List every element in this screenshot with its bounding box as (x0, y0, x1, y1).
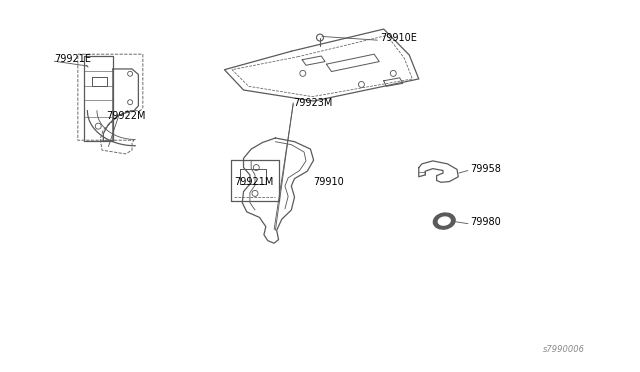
Text: 79921M: 79921M (234, 177, 273, 187)
Text: 79922M: 79922M (106, 111, 146, 121)
Text: 79921E: 79921E (54, 54, 92, 64)
Ellipse shape (433, 213, 455, 229)
Text: s7990006: s7990006 (543, 345, 585, 354)
Text: 79923M: 79923M (293, 98, 333, 108)
Text: 79980: 79980 (470, 217, 501, 227)
Text: 79910: 79910 (314, 177, 344, 187)
Text: 79910E: 79910E (381, 33, 417, 43)
Ellipse shape (438, 217, 450, 225)
Text: 79958: 79958 (470, 164, 501, 174)
